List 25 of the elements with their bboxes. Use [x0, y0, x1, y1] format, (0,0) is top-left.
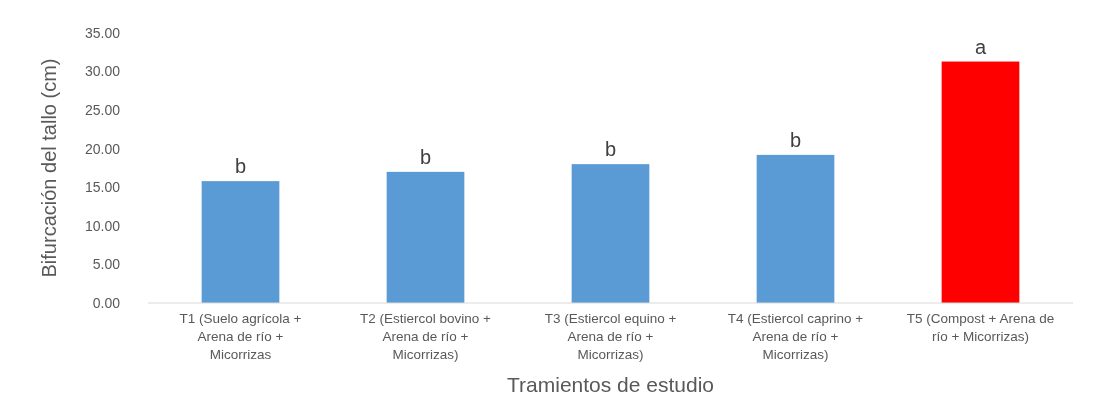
y-tick-label: 15.00	[84, 179, 121, 196]
bar	[756, 154, 835, 303]
y-tick-label: 0.00	[92, 294, 121, 311]
x-tick-label: T4 (Estiercol caprino + Arena de río + Micorrizas)	[727, 311, 864, 362]
bar	[201, 181, 280, 303]
annotation: b	[419, 145, 432, 168]
x-tick-label: T5 (Compost + Arena de río + Micorrizas)	[906, 311, 1055, 344]
annotation: b	[789, 128, 802, 151]
y-tick-label: 25.00	[84, 102, 121, 119]
x-tick-label: T3 (Estiercol equino + Arena de río + Micorrizas)	[544, 311, 677, 362]
y-tick-label: 35.00	[84, 24, 121, 41]
x-tick-label: T2 (Estiercol bovino + Arena de río + Micorrizas)	[360, 311, 492, 362]
y-tick-label: 10.00	[84, 217, 121, 234]
y-tick-label: 5.00	[92, 256, 121, 273]
bar	[386, 171, 465, 303]
x-axis-title: Tramientos de estudio	[507, 373, 714, 396]
annotation: b	[604, 138, 617, 161]
annotation: a	[974, 35, 987, 58]
annotation: b	[234, 155, 247, 178]
y-axis-title: Bifurcación del tallo (cm)	[38, 58, 60, 278]
x-tick-label: T1 (Suelo agrícola + Arena de río + Micorrizas	[179, 311, 302, 362]
y-tick-label: 20.00	[84, 140, 121, 157]
y-tick-label: 30.00	[84, 63, 121, 80]
bar	[941, 61, 1020, 303]
bar	[571, 164, 650, 303]
